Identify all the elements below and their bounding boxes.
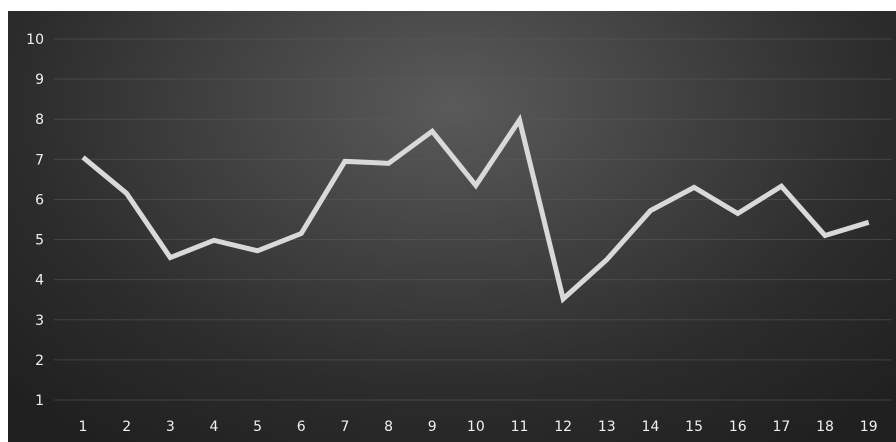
x-tick-label: 6 [297,419,306,435]
x-tick-label: 5 [253,419,262,435]
y-tick-label: 2 [35,353,44,369]
series-line-0 [81,113,870,304]
y-tick-label: 4 [35,273,44,289]
series-lines [81,113,870,304]
x-tick-label: 3 [166,419,175,435]
x-tick-label: 14 [642,419,660,435]
y-tick-label: 10 [26,32,44,48]
x-tick-label: 18 [816,419,834,435]
gridlines [54,38,892,401]
y-tick-label: 9 [35,72,44,88]
x-tick-label: 4 [209,419,218,435]
x-tick-label: 8 [384,419,393,435]
x-tick-label: 10 [467,419,485,435]
y-tick-label: 8 [35,112,44,128]
x-tick-label: 7 [340,419,349,435]
x-tick-label: 17 [772,419,790,435]
chart-area: 1 2 3 4 5 6 7 8 9 10 1 2 3 4 5 6 7 8 9 10 11 12 13 14 15 16 17 18 1… [8,11,896,442]
x-tick-label: 2 [122,419,131,435]
x-tick-label: 19 [860,419,878,435]
y-tick-label: 6 [35,192,44,208]
y-axis-tick-labels: 1 2 3 4 5 6 7 8 9 10 [26,32,44,409]
y-tick-label: 7 [35,152,44,168]
x-axis-tick-labels: 1 2 3 4 5 6 7 8 9 10 11 12 13 14 15 16 17 18 19 [79,419,878,435]
x-tick-label: 1 [79,419,88,435]
y-tick-label: 5 [35,233,44,249]
y-tick-label: 3 [35,313,44,329]
x-tick-label: 16 [729,419,747,435]
y-tick-label: 1 [35,393,44,409]
x-tick-label: 13 [598,419,616,435]
x-tick-label: 11 [511,419,529,435]
x-tick-label: 12 [554,419,572,435]
x-tick-label: 15 [685,419,703,435]
x-tick-label: 9 [428,419,437,435]
